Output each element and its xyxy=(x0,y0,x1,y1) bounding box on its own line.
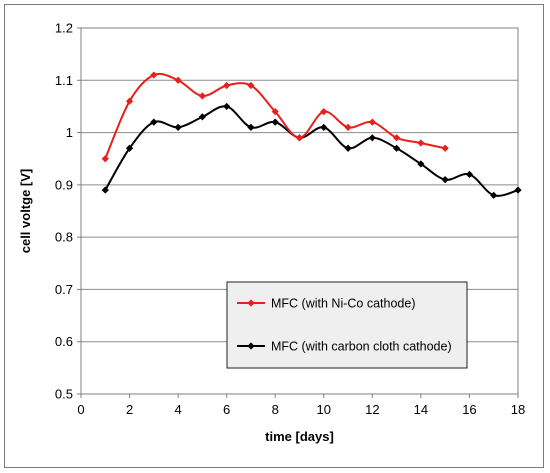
data-point xyxy=(101,155,109,163)
x-tick-label: 14 xyxy=(414,402,428,417)
data-point xyxy=(125,97,134,105)
x-tick-label: 16 xyxy=(462,402,476,417)
y-tick-label: 1 xyxy=(66,125,73,140)
data-point xyxy=(295,134,304,142)
data-point xyxy=(441,176,449,184)
data-point xyxy=(393,144,401,152)
data-point xyxy=(223,81,231,90)
data-point xyxy=(271,108,279,116)
data-point xyxy=(368,134,376,142)
legend: MFC (with Ni-Co cathode) MFC (with carbon… xyxy=(226,281,468,369)
series-layer xyxy=(101,71,522,199)
y-axis-title: cell voltge [V] xyxy=(18,169,33,254)
data-point xyxy=(344,144,352,152)
x-tick-label: 18 xyxy=(511,402,525,417)
series-2 xyxy=(101,102,522,199)
data-point xyxy=(441,144,449,152)
x-tick-label: 4 xyxy=(174,402,181,417)
y-tick-label: 0.8 xyxy=(55,230,73,245)
data-point xyxy=(198,113,206,121)
axis-ticks: 0.5 0.6 0.7 0.8 0.9 1 1.1 1.2 0 2 4 6 8 10 12 14 16 18 xyxy=(55,21,525,418)
x-axis-title: time [days] xyxy=(265,429,334,444)
legend-item: MFC (with Ni-Co cathode) xyxy=(237,297,415,311)
legend-swatch-marker xyxy=(247,299,255,307)
data-point xyxy=(271,118,279,126)
plot-area xyxy=(80,27,519,395)
data-point xyxy=(223,102,231,111)
data-point xyxy=(417,139,425,147)
data-point xyxy=(174,123,182,131)
data-point xyxy=(247,123,255,131)
data-point xyxy=(368,118,376,126)
y-tick-label: 0.9 xyxy=(55,177,73,192)
data-point xyxy=(417,160,425,168)
legend-item: MFC (with carbon cloth cathode) xyxy=(237,340,452,354)
y-tick-label: 1.1 xyxy=(55,73,73,88)
data-point xyxy=(198,92,206,100)
x-tick-label: 10 xyxy=(317,402,331,417)
x-tick-label: 6 xyxy=(223,402,230,417)
series-line xyxy=(104,105,519,197)
data-point xyxy=(101,186,109,194)
data-point xyxy=(125,144,134,152)
y-tick-label: 1.2 xyxy=(55,21,73,36)
legend-label: MFC (with Ni-Co cathode) xyxy=(271,297,415,311)
data-point xyxy=(320,108,328,116)
data-point xyxy=(150,118,158,126)
data-point xyxy=(320,123,328,131)
data-point xyxy=(344,123,352,131)
y-tick-label: 0.5 xyxy=(55,387,73,402)
x-tick-label: 2 xyxy=(126,402,133,417)
data-point xyxy=(247,81,255,90)
chart-frame xyxy=(4,4,544,468)
y-tick-label: 0.6 xyxy=(55,334,73,349)
x-tick-label: 8 xyxy=(272,402,279,417)
legend-swatch-marker xyxy=(247,342,255,350)
data-point xyxy=(150,71,158,79)
legend-label: MFC (with carbon cloth cathode) xyxy=(271,340,452,354)
x-tick-label: 0 xyxy=(77,402,84,417)
data-point xyxy=(174,76,182,84)
x-tick-label: 12 xyxy=(365,402,379,417)
y-tick-label: 0.7 xyxy=(55,282,73,297)
data-point xyxy=(465,170,474,178)
series-1 xyxy=(101,71,449,163)
data-point xyxy=(490,191,498,199)
data-point xyxy=(393,134,401,142)
data-point xyxy=(514,186,522,194)
legend-box xyxy=(226,281,468,369)
